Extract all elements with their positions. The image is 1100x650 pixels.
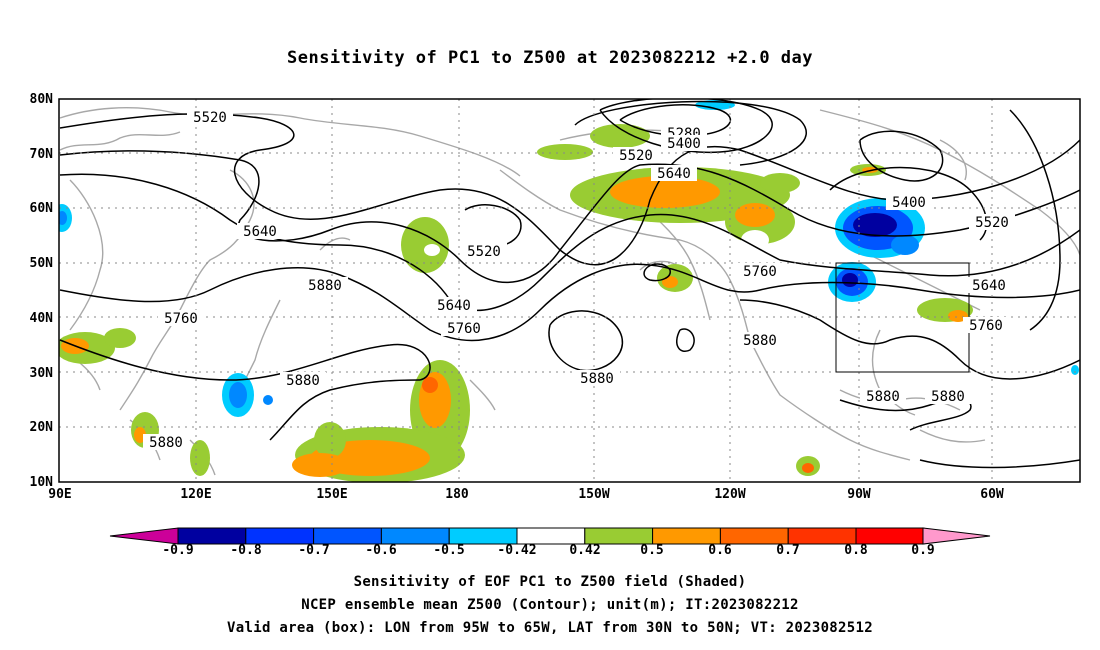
colorbar-segment [516,527,586,545]
colorbar-segment [719,527,789,545]
lon-label-150e: 150E [316,487,348,502]
lat-label-60n: 60N [29,201,53,216]
colorbar-label: -0.5 [433,543,465,558]
contour-label: 5880 [743,333,777,349]
contour-label: 5640 [243,224,277,240]
contour-label: 5760 [969,318,1003,334]
colorbar-label: 0.42 [569,543,601,558]
caption-contour: NCEP ensemble mean Z500 (Contour); unit(… [301,597,799,613]
contour-label: 5880 [580,371,614,387]
lat-label-50n: 50N [29,256,53,271]
contour-label: 5880 [308,278,342,294]
colorbar-segment [245,527,315,545]
colorbar-low-arrow [109,527,179,545]
contour-label: 5400 [892,195,926,211]
colorbar-label: -0.9 [162,543,194,558]
colorbar-segment [584,527,654,545]
contour-label: 5880 [931,389,965,405]
caption-valid-area: Valid area (box): LON from 95W to 65W, L… [227,620,873,636]
colorbar-segment [313,527,382,545]
lat-label-40n: 40N [29,311,53,326]
lon-label-60w: 60W [980,487,1004,502]
contour-label: 5880 [286,373,320,389]
colorbar-segment [448,527,518,545]
lon-label-120w: 120W [714,487,746,502]
lon-label-120e: 120E [180,487,212,502]
colorbar-segment [787,527,857,545]
lat-label-70n: 70N [29,147,53,162]
contour-label: 5880 [149,435,183,451]
figure-title: Sensitivity of PC1 to Z500 at 2023082212… [286,48,813,68]
colorbar-label: 0.7 [776,543,800,558]
contour-label: 5520 [193,110,227,126]
lon-label-90e: 90E [48,487,72,502]
contour-label: 5400 [667,136,701,152]
contour-label: 5520 [467,244,501,260]
map-frame [58,98,1081,483]
colorbar-segment [177,527,247,545]
lon-label-180: 180 [445,487,469,502]
colorbar-label: 0.8 [844,543,868,558]
colorbar-label: -0.8 [230,543,262,558]
graticule [59,99,1080,482]
contour-label: 5760 [743,264,777,280]
colorbar-label: -0.42 [497,543,537,558]
contour-label: 5640 [657,166,691,182]
colorbar-label: 0.5 [640,543,664,558]
contour-label: 5640 [437,298,471,314]
contour-label: 5760 [447,321,481,337]
lon-label-90w: 90W [847,487,871,502]
colorbar-segment [855,527,925,545]
colorbar [109,527,991,545]
colorbar-label: 0.9 [911,543,935,558]
contour-label: 5520 [975,215,1009,231]
lon-label-150w: 150W [578,487,610,502]
contour-label: 5640 [972,278,1006,294]
colorbar-label: 0.6 [708,543,732,558]
colorbar-segment [652,527,721,545]
colorbar-label: -0.7 [298,543,330,558]
colorbar-high-arrow [922,527,991,545]
colorbar-segment [380,527,450,545]
colorbar-label: -0.6 [365,543,397,558]
lat-label-30n: 30N [29,366,53,381]
contour-label: 5760 [164,311,198,327]
contour-label: 5520 [619,148,653,164]
lat-label-20n: 20N [29,420,53,435]
contour-label: 5880 [866,389,900,405]
caption-shaded: Sensitivity of EOF PC1 to Z500 field (Sh… [353,574,747,590]
contour-labels: 5520 5640 5760 5880 5280 5400 5520 5640 … [143,109,1015,451]
lat-label-10n: 10N [29,475,53,490]
lat-label-80n: 80N [29,92,53,107]
